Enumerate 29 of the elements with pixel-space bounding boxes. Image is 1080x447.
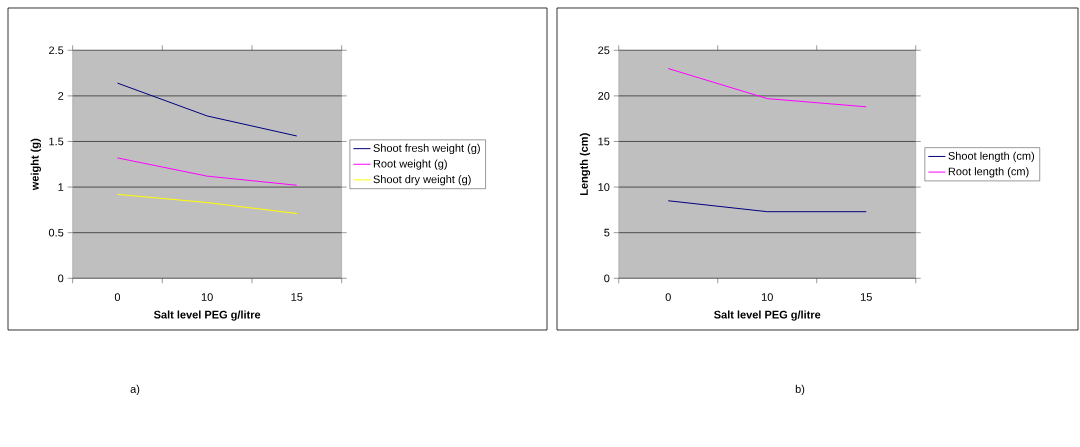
y-tick-label: 0 (604, 274, 610, 283)
y-tick-label: 2.5 (49, 46, 64, 55)
legend-label: Root weight (g) (373, 159, 447, 170)
y-tick-label: 2 (58, 92, 64, 100)
legend-label: Shoot length (cm) (948, 151, 1035, 162)
y-tick-label: 1 (58, 183, 64, 191)
x-tick-label: 15 (860, 293, 872, 301)
legend-label: Shoot dry weight (g) (373, 175, 471, 186)
x-axis-title: Salt level PEG g/litre (714, 310, 821, 321)
y-tick-label: 0 (58, 274, 64, 283)
x-axis-title: Salt level PEG g/litre (153, 310, 261, 321)
y-axis-title: Length (cm) (579, 133, 591, 196)
y-tick-label: 25 (598, 46, 610, 55)
y-axis-title: weight (g) (30, 138, 41, 191)
x-tick-label: 10 (761, 293, 773, 301)
text: a) (130, 384, 140, 396)
y-tick-label: 15 (598, 137, 610, 146)
x-tick-label: 10 (201, 293, 213, 301)
y-tick-label: 0.5 (48, 228, 64, 237)
y-tick-label: 5 (604, 228, 610, 237)
legend-label: Shoot fresh weight (g) (373, 143, 480, 155)
x-tick-label: 0 (665, 293, 671, 301)
x-tick-label: 0 (114, 293, 121, 301)
y-tick-label: 10 (598, 183, 610, 191)
legend-label: Root length (cm) (948, 167, 1029, 178)
y-tick-label: 20 (598, 92, 610, 100)
text: b) (795, 384, 805, 396)
y-tick-label: 1.5 (49, 137, 64, 146)
x-tick-label: 15 (291, 293, 303, 301)
